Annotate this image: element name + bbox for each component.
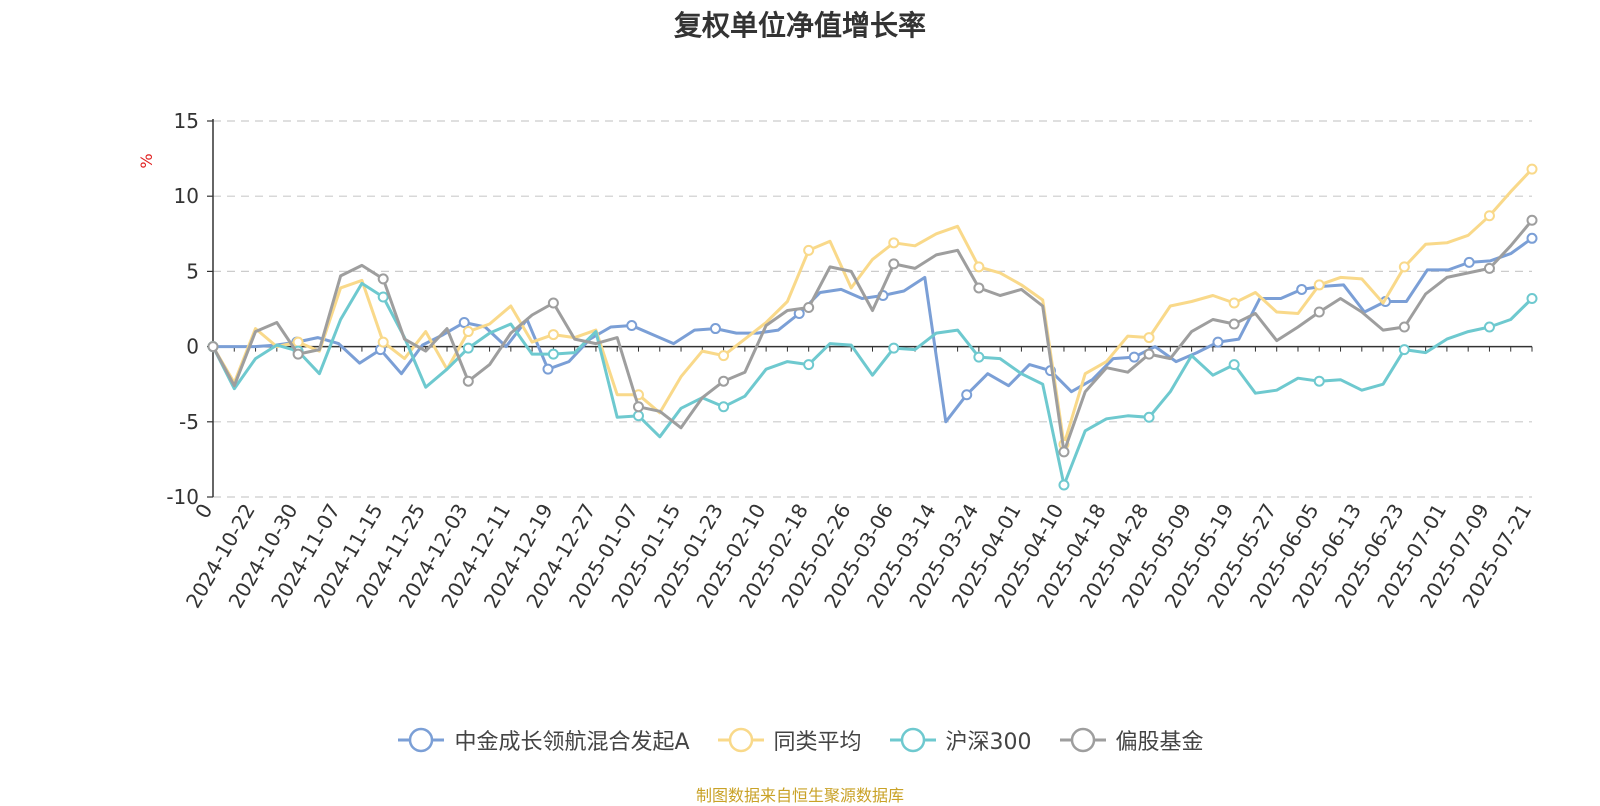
series-point <box>458 317 470 329</box>
series-line-2 <box>211 281 1534 487</box>
legend-label: 同类平均 <box>773 730 862 755</box>
legend-item[interactable]: 中金成长领航混合发起A <box>396 724 690 756</box>
series-line-0 <box>211 236 1534 424</box>
series-point <box>462 342 474 354</box>
series-point <box>632 410 644 422</box>
series-point <box>542 363 554 375</box>
series-point <box>803 359 815 371</box>
series-point <box>1463 256 1475 268</box>
series-point <box>207 341 219 353</box>
y-tick-label: 0 <box>186 335 199 359</box>
series-point <box>709 323 721 335</box>
series-point <box>547 348 559 360</box>
series-point <box>1128 351 1140 363</box>
series-point <box>1058 479 1070 491</box>
series-point <box>1143 332 1155 344</box>
series-point <box>377 291 389 303</box>
x-tick-label: 0 <box>190 500 217 523</box>
series-point <box>1313 279 1325 291</box>
legend: 中金成长领航混合发起A 同类平均 沪深300 偏股基金 <box>0 724 1600 756</box>
legend-item[interactable]: 偏股基金 <box>1058 724 1204 756</box>
series-point <box>1143 348 1155 360</box>
series-point <box>1228 297 1240 309</box>
y-tick-label: 15 <box>174 109 199 133</box>
series-point <box>547 329 559 341</box>
series-point <box>462 326 474 338</box>
legend-label: 偏股基金 <box>1115 730 1204 755</box>
series-point <box>888 237 900 249</box>
label-layer: 151050-5-10%02024-10-222024-10-302024-11… <box>137 109 1536 612</box>
legend-marker-icon <box>717 727 764 753</box>
series-point <box>377 273 389 285</box>
series-point <box>462 375 474 387</box>
chart-title: 复权单位净值增长率 <box>673 9 926 42</box>
legend-marker-icon <box>398 727 445 753</box>
series-point <box>1398 344 1410 356</box>
legend-label: 中金成长领航混合发起A <box>454 730 690 755</box>
y-tick-label: -5 <box>179 410 199 434</box>
series-point <box>1398 261 1410 273</box>
series-point <box>1526 232 1538 244</box>
series-point <box>1228 318 1240 330</box>
series-point <box>1483 210 1495 222</box>
series-point <box>1143 411 1155 423</box>
series-point <box>888 342 900 354</box>
series-point <box>1398 321 1410 333</box>
series-point <box>1058 446 1070 458</box>
y-tick-label: 5 <box>186 259 199 283</box>
legend-item[interactable]: 沪深300 <box>888 724 1032 756</box>
series-point <box>1212 336 1224 348</box>
legend-marker-icon <box>1059 727 1106 753</box>
series-point <box>961 389 973 401</box>
series-point <box>626 320 638 332</box>
series-point <box>292 336 304 348</box>
series-point <box>1313 306 1325 318</box>
series-point <box>718 350 730 362</box>
y-tick-label: -10 <box>166 485 199 509</box>
series-point <box>1526 214 1538 226</box>
source-note: 制图数据来自恒生聚源数据库 <box>695 786 904 805</box>
y-tick-label: 10 <box>174 184 199 208</box>
series-point <box>1526 163 1538 175</box>
legend-label: 沪深300 <box>945 730 1032 755</box>
series-point <box>973 351 985 363</box>
series-point <box>1526 292 1538 304</box>
series-point <box>377 336 389 348</box>
series-point <box>973 261 985 273</box>
series-point <box>1313 375 1325 387</box>
series-point <box>718 401 730 413</box>
series-line-1 <box>211 167 1534 446</box>
series-point <box>1483 321 1495 333</box>
series-point <box>803 301 815 313</box>
series-point <box>547 297 559 309</box>
series-line-3 <box>211 218 1534 454</box>
series-point <box>1483 262 1495 274</box>
legend-item[interactable]: 同类平均 <box>716 724 862 756</box>
series-layer <box>207 163 1538 491</box>
grid-layer <box>213 120 1532 498</box>
series-point <box>1228 359 1240 371</box>
series-point <box>632 401 644 413</box>
series-point <box>888 258 900 270</box>
series-point <box>803 244 815 256</box>
legend-marker-icon <box>889 727 936 753</box>
series-point <box>718 375 730 387</box>
series-point <box>1296 283 1308 295</box>
y-axis-unit: % <box>137 153 156 168</box>
series-point <box>973 282 985 294</box>
series-point <box>292 348 304 360</box>
